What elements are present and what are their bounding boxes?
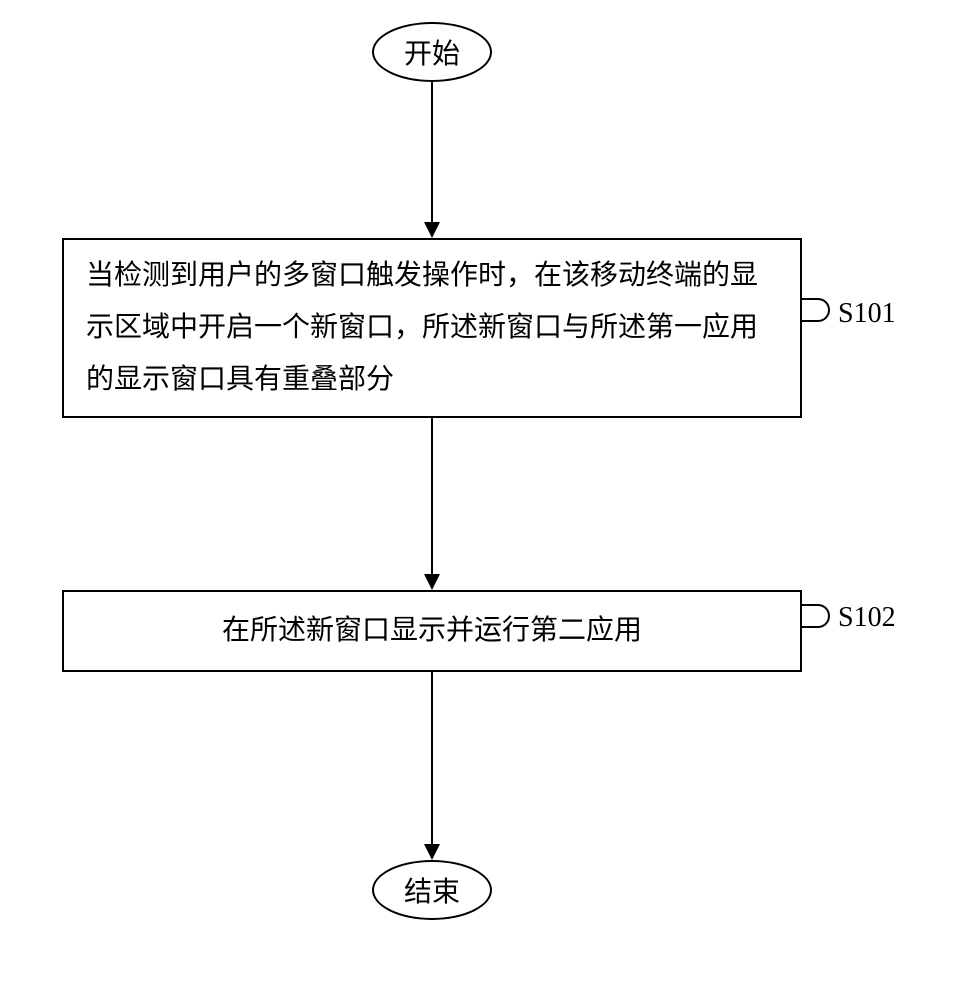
- end-label: 结束: [404, 870, 460, 910]
- start-node: 开始: [372, 22, 492, 82]
- edge-s102-end: [431, 672, 433, 844]
- edge-start-s101: [431, 82, 433, 222]
- connector-s102: [802, 604, 830, 628]
- edge-s102-end-head: [424, 844, 440, 860]
- start-label: 开始: [404, 32, 460, 72]
- label-s101: S101: [838, 298, 896, 330]
- label-s102: S102: [838, 602, 896, 634]
- end-node: 结束: [372, 860, 492, 920]
- edge-start-s101-head: [424, 222, 440, 238]
- connector-s101: [802, 298, 830, 322]
- edge-s101-s102-head: [424, 574, 440, 590]
- process-s102: 在所述新窗口显示并运行第二应用: [62, 590, 802, 672]
- process-s102-text: 在所述新窗口显示并运行第二应用: [222, 605, 642, 657]
- flowchart-canvas: 开始 当检测到用户的多窗口触发操作时，在该移动终端的显示区域中开启一个新窗口，所…: [0, 0, 965, 1000]
- process-s101: 当检测到用户的多窗口触发操作时，在该移动终端的显示区域中开启一个新窗口，所述新窗…: [62, 238, 802, 418]
- process-s101-text: 当检测到用户的多窗口触发操作时，在该移动终端的显示区域中开启一个新窗口，所述新窗…: [86, 250, 778, 405]
- edge-s101-s102: [431, 418, 433, 574]
